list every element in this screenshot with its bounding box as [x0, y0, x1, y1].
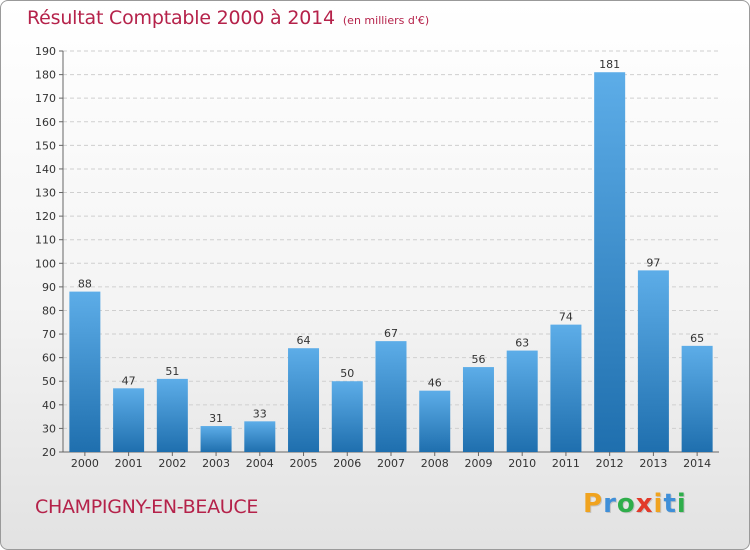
chart-title-block: Résultat Comptable 2000 à 2014 (en millie… — [27, 7, 429, 29]
y-tick-label: 140 — [35, 163, 56, 176]
x-tick-label: 2008 — [421, 457, 449, 470]
bar — [69, 291, 101, 452]
data-label: 64 — [297, 334, 311, 347]
bar — [637, 270, 669, 452]
x-tick-label: 2001 — [115, 457, 143, 470]
x-tick-label: 2010 — [508, 457, 536, 470]
y-tick-label: 160 — [35, 116, 56, 129]
x-tick-label: 2011 — [552, 457, 580, 470]
data-label: 181 — [599, 58, 620, 71]
y-tick-label: 50 — [42, 375, 56, 388]
data-label: 46 — [428, 377, 442, 390]
y-tick-label: 100 — [35, 257, 56, 270]
logo-letter: o — [616, 489, 636, 519]
logo-letter: x — [635, 489, 654, 519]
y-tick-label: 60 — [42, 352, 56, 365]
x-tick-label: 2007 — [377, 457, 405, 470]
chart-subtitle: (en milliers d'€) — [342, 14, 430, 27]
logo-letter: P — [583, 489, 604, 519]
y-tick-label: 150 — [35, 139, 56, 152]
y-tick-label: 110 — [35, 234, 56, 247]
bar — [419, 390, 451, 452]
x-tick-label: 2003 — [202, 457, 230, 470]
y-tick-label: 30 — [42, 422, 56, 435]
x-tick-label: 2012 — [596, 457, 624, 470]
bar — [506, 350, 538, 452]
bar — [594, 72, 626, 453]
x-tick-label: 2014 — [683, 457, 711, 470]
data-label: 56 — [471, 353, 485, 366]
x-tick-label: 2006 — [333, 457, 361, 470]
data-label: 65 — [690, 332, 704, 345]
data-label: 88 — [78, 278, 92, 291]
commune-name: CHAMPIGNY-EN-BEAUCE — [35, 496, 259, 518]
bar — [200, 426, 232, 452]
bar — [288, 348, 320, 452]
x-tick-label: 2009 — [464, 457, 492, 470]
y-tick-label: 90 — [42, 281, 56, 294]
data-label: 51 — [165, 365, 179, 378]
data-label: 31 — [209, 412, 223, 425]
proxiti-logo: Proxiti — [583, 489, 687, 519]
y-tick-label: 80 — [42, 304, 56, 317]
data-label: 63 — [515, 337, 529, 350]
y-tick-label: 70 — [42, 328, 56, 341]
x-tick-label: 2004 — [246, 457, 274, 470]
y-tick-label: 20 — [42, 446, 56, 459]
bar — [113, 388, 145, 452]
data-label: 47 — [122, 374, 136, 387]
y-tick-label: 130 — [35, 187, 56, 200]
logo-letter: i — [653, 489, 664, 519]
data-label: 33 — [253, 407, 267, 420]
bar — [681, 345, 713, 452]
bar — [462, 367, 494, 452]
bar — [550, 324, 582, 452]
data-label: 97 — [646, 256, 660, 269]
logo-letter: t — [663, 489, 677, 519]
data-label: 67 — [384, 327, 398, 340]
chart-title: Résultat Comptable 2000 à 2014 — [27, 7, 335, 29]
bar — [244, 421, 276, 452]
x-tick-label: 2002 — [158, 457, 186, 470]
y-tick-label: 190 — [35, 45, 56, 58]
x-tick-label: 2000 — [71, 457, 99, 470]
x-tick-label: 2013 — [639, 457, 667, 470]
logo-letter: r — [603, 489, 617, 519]
logo-letter: i — [676, 489, 687, 519]
y-tick-label: 180 — [35, 69, 56, 82]
data-label: 50 — [340, 367, 354, 380]
bar — [156, 378, 188, 452]
bar — [375, 341, 407, 452]
y-tick-label: 40 — [42, 399, 56, 412]
data-label: 74 — [559, 311, 573, 324]
x-tick-label: 2005 — [290, 457, 318, 470]
bar — [331, 381, 363, 452]
y-tick-label: 120 — [35, 210, 56, 223]
y-tick-label: 170 — [35, 92, 56, 105]
